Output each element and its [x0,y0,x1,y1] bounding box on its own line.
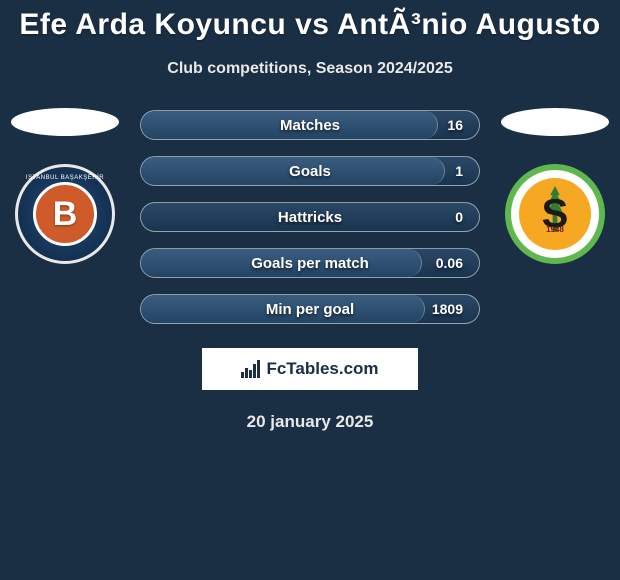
right-club-inner: S 1948 [519,178,591,250]
chart-bars-icon [241,360,260,378]
stat-bar: Goals per match 0.06 [140,248,480,278]
stat-label: Matches [280,117,340,134]
player-silhouette-right [501,108,609,136]
stat-value: 16 [447,117,463,133]
stat-bar: Min per goal 1809 [140,294,480,324]
stat-label: Goals per match [251,255,369,272]
fctables-label: FcTables.com [266,359,378,379]
stat-bar: Matches 16 [140,110,480,140]
stat-bar: Hattricks 0 [140,202,480,232]
stat-label: Goals [289,163,331,180]
right-club-badge: S 1948 [505,164,605,264]
main-row: ISTANBUL BAŞAKŞEHİR B Matches 16 Goals 1 Hat… [0,108,620,324]
stat-value: 1809 [432,301,463,317]
left-club-badge: ISTANBUL BAŞAKŞEHİR B [15,164,115,264]
date-label: 20 january 2025 [0,412,620,432]
left-club-letter: B [33,182,97,246]
left-player-column: ISTANBUL BAŞAKŞEHİR B [10,108,120,264]
right-club-year: 1948 [546,225,564,234]
stat-value: 1 [455,163,463,179]
left-club-top-text: ISTANBUL BAŞAKŞEHİR [26,175,104,181]
fctables-watermark: FcTables.com [202,348,418,390]
right-player-column: S 1948 [500,108,610,264]
player-silhouette-left [11,108,119,136]
subtitle: Club competitions, Season 2024/2025 [0,60,620,78]
stat-label: Hattricks [278,209,342,226]
stat-bar: Goals 1 [140,156,480,186]
stat-label: Min per goal [266,301,354,318]
stats-column: Matches 16 Goals 1 Hattricks 0 Goals per match… [140,108,480,324]
page-title: Efe Arda Koyuncu vs AntÃ³nio Augusto [0,8,620,42]
stat-value: 0 [455,209,463,225]
comparison-card: Efe Arda Koyuncu vs AntÃ³nio Augusto Clu… [0,0,620,432]
stat-value: 0.06 [436,255,463,271]
